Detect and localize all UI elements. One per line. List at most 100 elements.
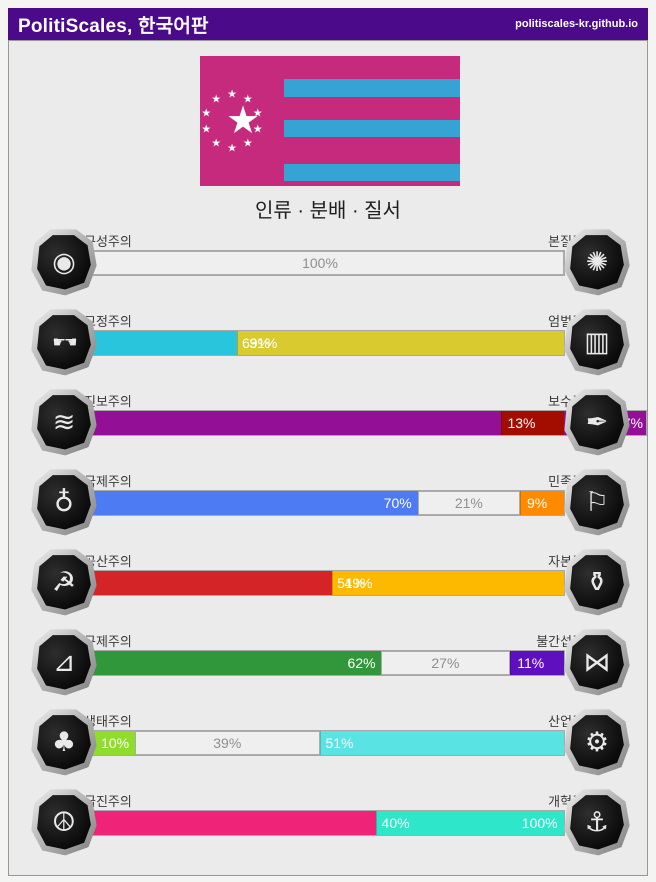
bar-segment <box>319 731 564 755</box>
bar-percent-label: 51% <box>337 575 366 591</box>
bar-segment <box>76 331 238 355</box>
axis-bar: 70% 21% 9% <box>75 490 565 516</box>
medal-face <box>570 315 624 370</box>
bar-segment <box>76 811 377 835</box>
gear-icon: ⚙ <box>564 709 630 776</box>
small-star-icon: ★ <box>242 137 253 150</box>
medal-face <box>37 555 91 610</box>
axis-left-label: 공산주의 <box>84 554 132 569</box>
big-star-icon: ★ <box>225 100 261 142</box>
medal-face <box>37 635 91 690</box>
axis-row: 교정주의 엄벌주의 69%31% ☛☚ ▥ <box>0 294 656 376</box>
medal-face <box>37 795 91 850</box>
axis-bar: 13%87% <box>75 410 647 436</box>
bar-segment <box>376 811 564 835</box>
medal-face <box>570 555 624 610</box>
small-star-icon: ★ <box>227 88 237 101</box>
axis-row: 국제주의 민족주의 70%21%9% ♁ ⚐ <box>0 454 656 536</box>
set-square-icon: ⊿ <box>31 629 97 696</box>
anchor-icon: ⚓ <box>564 789 630 856</box>
globe-icon: ♁ <box>31 469 97 536</box>
axis-row: 공산주의 자본주의 51%49% ☭ ⚱ <box>0 534 656 616</box>
axis-row: 진보주의 보수주의 13%87% ≋ ✒ <box>0 374 656 456</box>
small-star-icon: ★ <box>201 123 212 136</box>
axis-left-label: 생태주의 <box>84 714 132 729</box>
flag-icon: ⚐ <box>564 469 630 536</box>
axis-row: 생태주의 산업주의 10%39%51% ♣ ⚙ <box>0 694 656 776</box>
small-star-icon: ★ <box>252 107 263 120</box>
bar-percent-label: 69% <box>241 335 271 351</box>
medal-face <box>570 715 624 770</box>
axis-left-label: 규제주의 <box>84 634 132 649</box>
handshake-icon: ☛☚ <box>31 309 97 376</box>
site-url-link[interactable]: politiscales-kr.github.io <box>515 18 638 30</box>
small-star-icon: ★ <box>201 107 212 120</box>
small-star-icon: ★ <box>252 123 263 136</box>
bar-percent-label: 27% <box>431 655 460 671</box>
small-star-icon: ★ <box>211 137 222 150</box>
plant-icon: ♣ <box>31 709 97 776</box>
header: PolitiScales, 한국어판 politiscales-kr.githu… <box>8 8 648 40</box>
small-star-icon: ★ <box>211 93 222 106</box>
bar-percent-label: 70% <box>383 495 412 511</box>
axis-row: 규제주의 불간섭주의 62% 27% 11% ⊿ ⋈ <box>0 614 656 696</box>
axis-bar: 51% 49% <box>75 570 565 596</box>
bar-percent-label: 11% <box>517 655 545 671</box>
medal-face <box>37 395 91 450</box>
bar-percent-label: 39% <box>213 735 242 751</box>
bar-percent-label: 9% <box>526 495 548 511</box>
axis-bar: 100% <box>75 250 565 276</box>
small-star-icon: ★ <box>227 142 237 155</box>
bar-segment <box>76 571 333 595</box>
result-title: 인류 · 분배 · 질서 <box>255 200 401 222</box>
bar-percent-label: 10% <box>101 735 130 751</box>
bar-percent-label: 21% <box>454 495 483 511</box>
bar-percent-label: 100% <box>302 255 338 271</box>
bar-percent-label: 13% <box>507 415 536 431</box>
pen-nib-icon: ✒ <box>564 389 630 456</box>
medal-face <box>37 475 91 530</box>
flag-stripe <box>284 164 460 181</box>
small-star-icon: ★ <box>242 93 253 106</box>
medal-face <box>37 235 91 290</box>
bar-segment <box>520 491 564 515</box>
medal-face <box>570 795 624 850</box>
site-title: PolitiScales, 한국어판 <box>18 15 209 37</box>
axis-row: 구성주의 본질주의 100% ◉ ✺ <box>0 214 656 296</box>
axis-left-label: 교정주의 <box>84 314 132 329</box>
result-flag: ★ ★ ★ ★ ★ ★ ★ ★ ★ ★ ★ <box>200 56 460 186</box>
axis-left-label: 구성주의 <box>84 234 132 249</box>
butterfly-icon: ⋈ <box>564 629 630 696</box>
bar-percent-label: 100% <box>521 815 558 831</box>
bar-segment <box>381 651 511 675</box>
axis-left-label: 국제주의 <box>84 474 132 489</box>
medal-face <box>37 715 91 770</box>
medal-face <box>570 635 624 690</box>
prison-bars-icon: ▥ <box>564 309 630 376</box>
axis-left-label: 진보주의 <box>84 394 132 409</box>
flag-stripe <box>284 79 460 97</box>
bar-percent-label: 31% <box>249 335 278 351</box>
bar-segment <box>237 331 564 355</box>
bar-segment <box>332 571 564 595</box>
bar-percent-label: 40% <box>381 815 410 831</box>
bar-segment <box>500 411 564 435</box>
hammer-sickle-icon: ☭ <box>31 549 97 616</box>
medal-face <box>570 475 624 530</box>
bar-percent-label: 62% <box>347 655 376 671</box>
axis-bar: 69% 31% <box>75 330 565 356</box>
chrysanthemum-icon: ✺ <box>564 229 630 296</box>
axis-row: 급진주의 개혁주의 40%100% ☮ ⚓ <box>0 774 656 856</box>
axis-left-label: 급진주의 <box>84 794 132 809</box>
bar-segment <box>76 491 418 515</box>
bar-segment <box>76 651 381 675</box>
axis-bar: 10% 39% 51% <box>75 730 565 756</box>
dove-icon: ☮ <box>31 789 97 856</box>
bar-segment <box>510 651 564 675</box>
medal-face <box>570 395 624 450</box>
bar-percent-label: 51% <box>325 735 354 751</box>
medal-face <box>37 315 91 370</box>
bar-percent-label: 49% <box>344 575 373 591</box>
axis-bar: 62% 27% 11% <box>75 650 565 676</box>
bar-segment <box>417 491 521 515</box>
